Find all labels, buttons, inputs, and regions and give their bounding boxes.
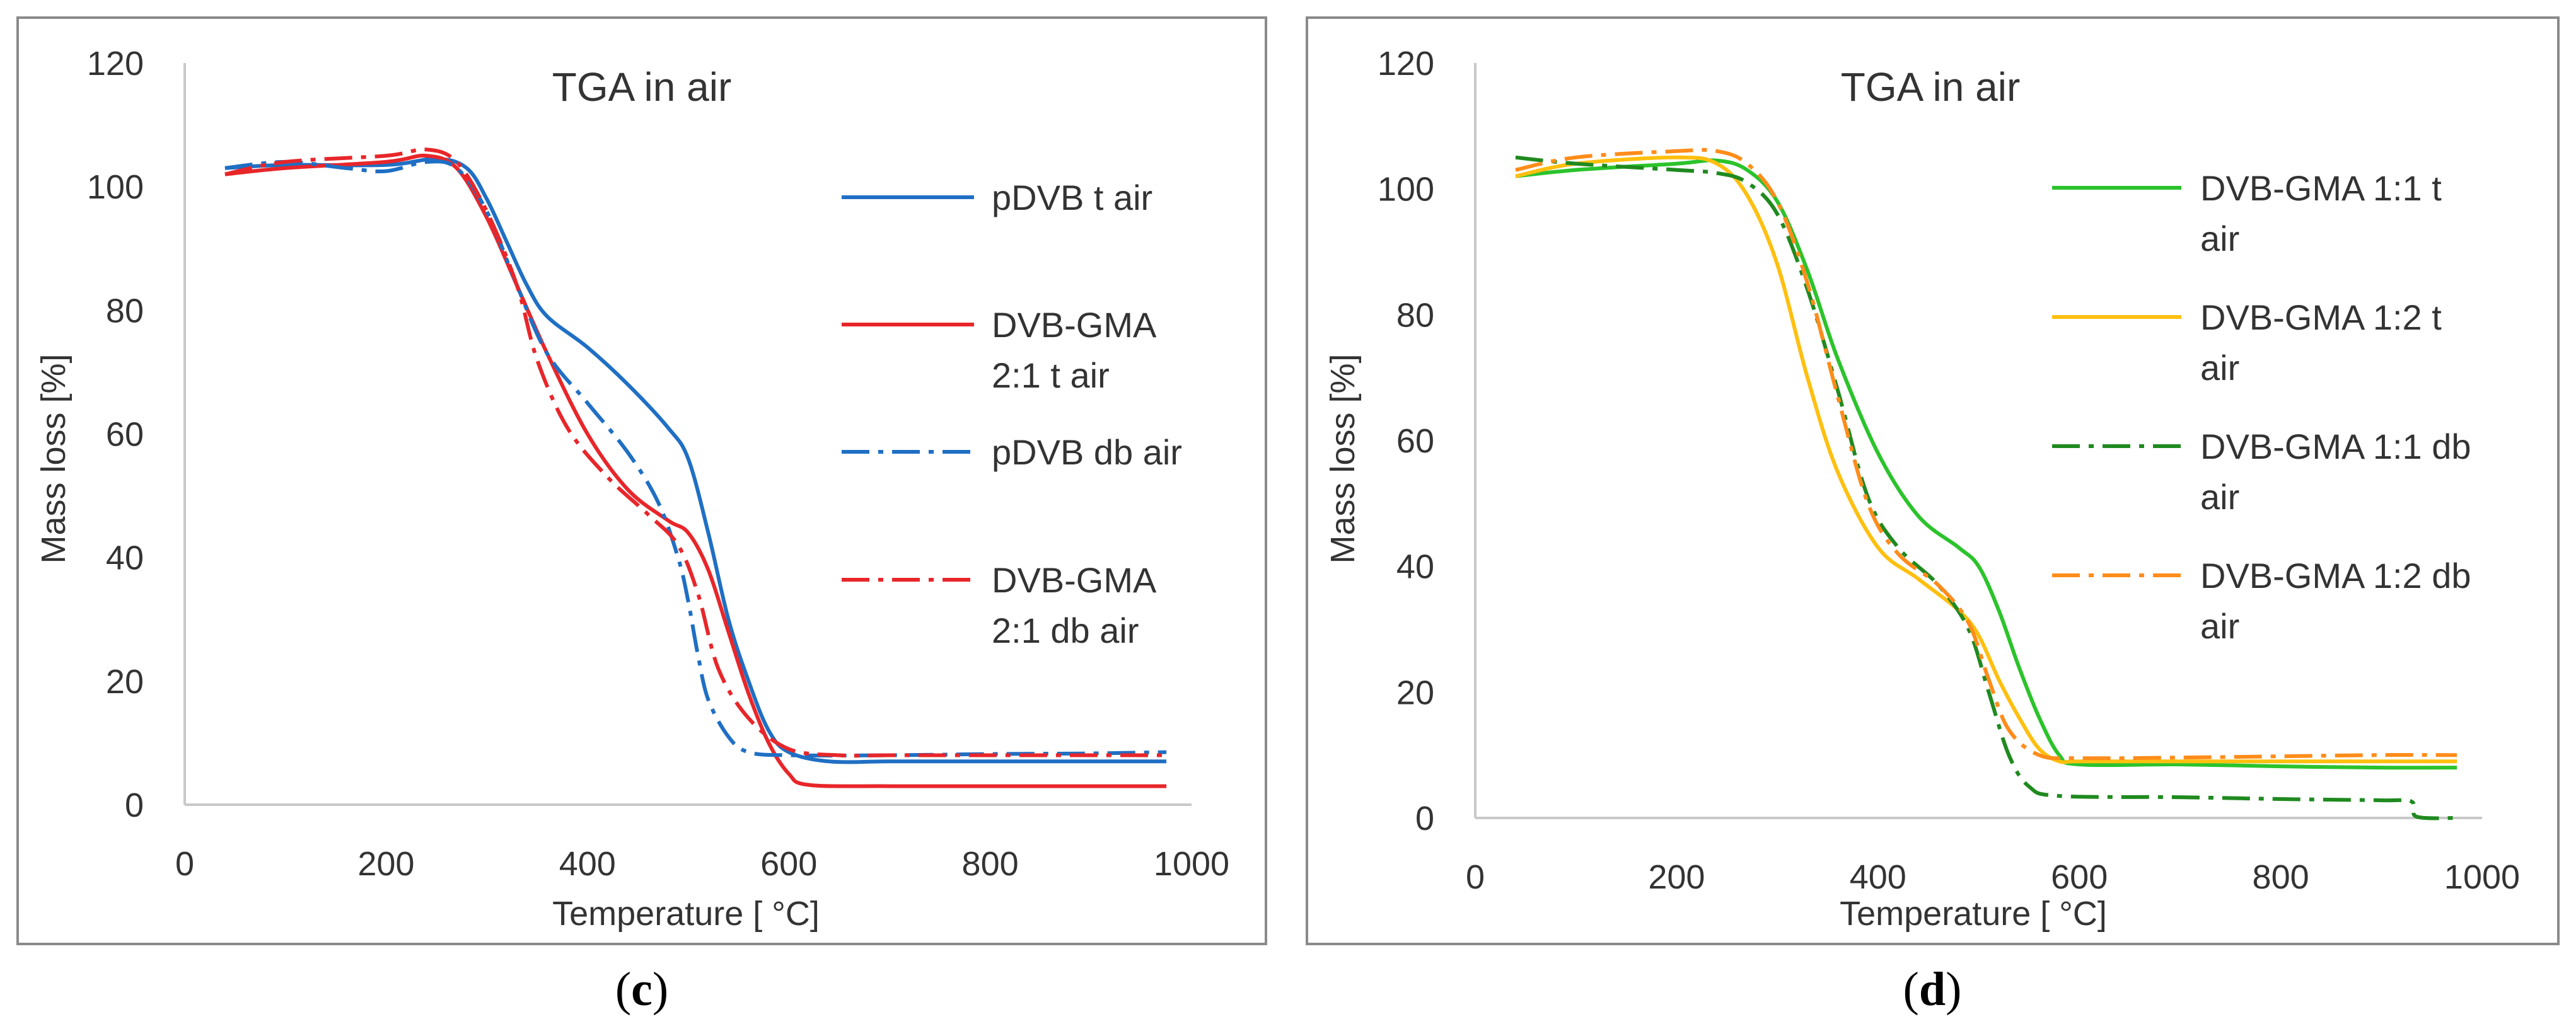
caption-c-letter: c [631,963,653,1016]
legend-label-line: pDVB t air [992,178,1152,217]
x-tick-label-c: 0 [175,845,194,883]
x-tick-label-c: 1000 [1154,845,1229,883]
x-ticks-c: 0 200 400 600 800 1000 [175,845,1229,883]
x-tick-label-d: 800 [2253,858,2309,896]
x-ticks-d: 0 200 400 600 800 1000 [1466,858,2520,896]
y-tick-label-c: 60 [106,416,144,454]
legend-label-c-3: pDVB db air [992,432,1182,472]
y-tick-label-c: 20 [106,663,144,701]
chart-frame-c [16,16,1267,945]
y-tick-label-c: 80 [106,292,144,330]
legend-label-line: DVB-GMA 1:2 t [2200,297,2442,337]
legend-label-line: air [2200,348,2239,388]
legend-label-c-1: pDVB t air [992,178,1152,217]
series-line-c-1 [224,156,1167,764]
y-axis-label-d: Mass loss [%] [1324,354,1362,563]
axes-c [183,63,1192,806]
y-tick-label-d: 40 [1396,548,1434,586]
series-line-d-3 [1515,155,2457,820]
y-axis-label-c: Mass loss [%] [35,354,73,563]
series-line-d-2 [1515,155,2457,764]
y-tick-label-d: 20 [1396,674,1434,711]
y-tick-label-c: 0 [125,786,144,824]
caption-d-open: ( [1903,963,1919,1016]
series-line-c-4 [224,147,1167,758]
caption-d-close: ) [1946,963,1961,1016]
legend-label-d-1: DVB-GMA 1:1 t air [2200,168,2442,258]
x-tick-label-c: 400 [559,845,616,883]
legend-label-line: pDVB db air [992,432,1182,472]
caption-d: (d) [1903,963,1962,1016]
x-tick-label-d: 600 [2051,858,2108,896]
x-tick-label-c: 200 [357,845,414,883]
series-line-d-4 [1515,147,2457,761]
chart-panel-c: 0 200 400 600 800 1000 0 20 40 60 80 100 120 TGA in… [16,16,1267,945]
axes-d [1474,63,2482,819]
legend-label-d-4: DVB-GMA 1:2 db air [2200,556,2471,646]
series-group-c [224,147,1167,788]
legend-label-line: DVB-GMA 1:1 t [2200,168,2442,208]
chart-panel-d: 0 200 400 600 800 1000 0 20 40 60 80 100 120 TGA in… [1306,16,2560,945]
chart-title-c: TGA in air [552,64,732,110]
chart-title-d: TGA in air [1841,64,2021,110]
y-tick-label-d: 120 [1378,45,1434,83]
y-tick-label-c: 100 [87,168,144,206]
legend-label-line: DVB-GMA 1:2 db [2200,556,2471,595]
x-tick-label-d: 0 [1466,858,1485,896]
legend-label-line: air [2200,606,2239,646]
y-tick-label-d: 0 [1415,800,1434,837]
caption-c-open: ( [615,963,631,1016]
legend-c: pDVB t air DVB-GMA 2:1 t air pDVB db air DVB… [842,178,1182,650]
y-tick-label-c: 40 [106,539,144,577]
legend-label-line: DVB-GMA [992,305,1157,345]
legend-label-line: 2:1 t air [992,355,1110,395]
legend-label-d-2: DVB-GMA 1:2 t air [2200,297,2442,388]
x-tick-label-d: 400 [1850,858,1906,896]
legend-label-line: air [2200,477,2239,517]
x-tick-label-d: 200 [1648,858,1705,896]
series-line-c-2 [224,153,1167,788]
x-axis-label-d: Temperature [ °C] [1840,895,2107,933]
legend-label-line: 2:1 db air [992,611,1139,650]
chart-frame-d [1306,16,2560,945]
legend-label-d-3: DVB-GMA 1:1 db air [2200,427,2471,517]
y-tick-label-d: 80 [1396,296,1434,334]
series-line-d-1 [1515,158,2457,770]
x-tick-label-c: 800 [962,845,1019,883]
legend-label-line: air [2200,219,2239,258]
caption-c-close: ) [653,963,668,1016]
series-group-d [1515,147,2457,820]
y-ticks-d: 0 20 40 60 80 100 120 [1378,45,1434,837]
caption-c: (c) [615,963,668,1016]
x-tick-label-c: 600 [760,845,817,883]
caption-d-letter: d [1919,963,1946,1016]
legend-label-line: DVB-GMA 1:1 db [2200,427,2471,466]
legend-label-c-4: DVB-GMA 2:1 db air [992,560,1157,650]
legend-label-line: DVB-GMA [992,560,1157,600]
y-tick-label-d: 60 [1396,422,1434,460]
y-tick-label-c: 120 [87,45,144,83]
x-axis-label-c: Temperature [ °C] [552,895,820,933]
legend-label-c-2: DVB-GMA 2:1 t air [992,305,1157,395]
x-tick-label-d: 1000 [2444,858,2520,896]
y-tick-label-d: 100 [1378,171,1434,209]
y-ticks-c: 0 20 40 60 80 100 120 [87,45,144,824]
